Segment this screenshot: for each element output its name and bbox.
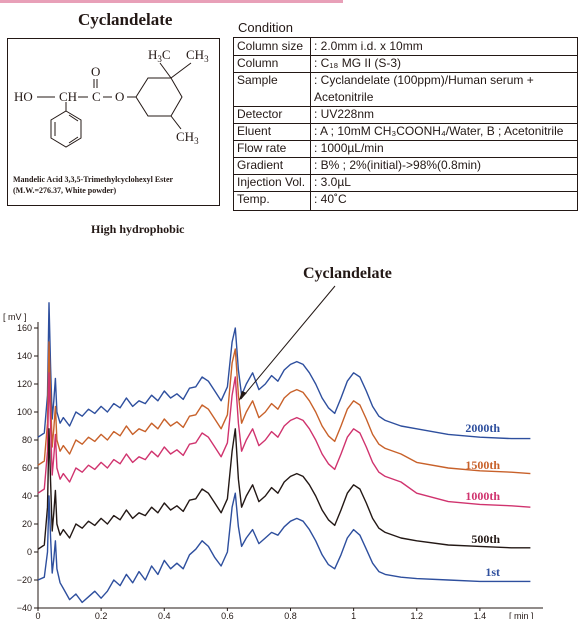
series-line-500th: [37, 428, 531, 550]
series-label: 1st: [485, 565, 500, 579]
condition-label: Detector: [237, 107, 283, 121]
row-divider: [234, 72, 577, 73]
condition-value: : C₁₈ MG II (S-3): [314, 56, 402, 70]
atom-o-double: O: [91, 64, 100, 79]
y-tick-label: −40: [17, 603, 32, 613]
compound-name: Mandelic Acid 3,3,5-Trimethylcyclohexyl …: [13, 175, 173, 184]
condition-title: Condition: [238, 20, 293, 35]
atom-h3c: H3C: [148, 47, 171, 64]
x-axis-label: [ min ]: [509, 611, 534, 619]
y-axis-label: [ mV ]: [3, 312, 27, 322]
y-tick-label: 100: [17, 407, 32, 417]
condition-label: Flow rate: [237, 141, 287, 155]
atom-ch: CH: [59, 89, 77, 104]
x-tick-label: 0.2: [95, 611, 108, 619]
y-tick-label: 0: [27, 547, 32, 557]
series-line-1000th: [37, 372, 531, 508]
series-line-2000th: [37, 302, 531, 440]
condition-label: Column: [237, 56, 279, 70]
condition-label: Column size: [237, 39, 304, 53]
condition-column-divider: [310, 38, 311, 210]
condition-row: Temp. : 40˚C: [234, 191, 577, 208]
chemical-structure-diagram: HO CH C O O H3C CH3 CH3: [13, 47, 209, 195]
condition-row: Eluent : A ; 10mM CH₃COONH₄/Water, B ; A…: [234, 123, 577, 140]
condition-row: Gradient : B% ; 2%(initial)->98%(0.8min): [234, 157, 577, 174]
condition-value: : 1000µL/min: [314, 141, 384, 155]
row-divider: [234, 55, 577, 56]
y-tick-label: 140: [17, 351, 32, 361]
row-divider: [234, 174, 577, 175]
x-tick-label: 1: [351, 611, 356, 619]
condition-row: Acetonitrile: [234, 89, 577, 106]
y-tick-label: 60: [22, 463, 32, 473]
annotation-label: Cyclandelate: [303, 265, 392, 282]
x-tick-label: 0.6: [221, 611, 234, 619]
condition-row: Flow rate : 1000µL/min: [234, 140, 577, 157]
atom-ho: HO: [14, 89, 33, 104]
series-label: 1500th: [465, 458, 500, 472]
condition-value: Acetonitrile: [314, 90, 374, 104]
series-label: 500th: [471, 532, 500, 546]
chart-series: [37, 302, 531, 604]
condition-value: : 2.0mm i.d. x 10mm: [314, 39, 423, 53]
condition-row: Detector : UV228nm: [234, 106, 577, 123]
row-divider: [234, 106, 577, 107]
y-tick-label: 40: [22, 491, 32, 501]
condition-label: Sample: [237, 73, 278, 87]
y-tick-label: 20: [22, 519, 32, 529]
condition-label: Injection Vol.: [237, 175, 306, 189]
header-accent-line: [0, 0, 343, 3]
series-label: 2000th: [465, 421, 500, 435]
y-tick-label: 160: [17, 323, 32, 333]
row-divider: [234, 123, 577, 124]
y-tick-label: 80: [22, 435, 32, 445]
x-tick-label: 1.2: [410, 611, 423, 619]
y-tick-label: 120: [17, 379, 32, 389]
condition-label: Gradient: [237, 158, 284, 172]
condition-value: : Cyclandelate (100ppm)/Human serum +: [314, 73, 534, 87]
condition-value: : 40˚C: [314, 192, 347, 206]
annotation-arrowhead: [238, 391, 247, 401]
condition-label: Eluent: [237, 124, 272, 138]
series-line-1500th: [37, 341, 531, 475]
condition-value: : A ; 10mM CH₃COONH₄/Water, B ; Acetonit…: [314, 124, 564, 138]
annotation-arrow: [240, 285, 336, 400]
condition-value: : 3.0µL: [314, 175, 351, 189]
condition-row: Column : C₁₈ MG II (S-3): [234, 55, 577, 72]
row-divider: [234, 157, 577, 158]
chart-caption: High hydrophobic: [91, 222, 185, 236]
row-divider: [234, 191, 577, 192]
row-divider: [234, 140, 577, 141]
atom-ch3-bottom: CH3: [176, 129, 199, 146]
x-tick-label: 0.4: [158, 611, 171, 619]
condition-value: : B% ; 2%(initial)->98%(0.8min): [314, 158, 482, 172]
y-tick-label: −20: [17, 575, 32, 585]
atom-c: C: [92, 89, 101, 104]
chart-labels: 2000th 1500th 1000th 500th 1st Cyclandelate: [238, 265, 500, 579]
series-line-1st: [37, 492, 531, 604]
chart-axes: −40 −20 0 20 40 60 80 100 120 140 160 0 0.2 0.4 0.6 0.8…: [3, 312, 543, 619]
series-label: 1000th: [465, 489, 500, 503]
chromatogram-chart: −40 −20 0 20 40 60 80 100 120 140 160 0 0.2 0.4 0.6 0.8…: [3, 265, 543, 619]
condition-label: Temp.: [237, 192, 270, 206]
atom-ch3-top: CH3: [186, 47, 209, 64]
structure-title: Cyclandelate: [78, 10, 173, 29]
atom-o-ester: O: [115, 89, 124, 104]
condition-table: Column size : 2.0mm i.d. x 10mm Column :…: [233, 37, 578, 211]
structure-panel: HO CH C O O H3C CH3 CH3: [7, 38, 220, 206]
x-tick-label: 0: [35, 611, 40, 619]
x-tick-label: 1.4: [474, 611, 487, 619]
condition-row: Column size : 2.0mm i.d. x 10mm: [234, 38, 577, 55]
condition-row: Injection Vol. : 3.0µL: [234, 174, 577, 191]
condition-value: : UV228nm: [314, 107, 375, 121]
compound-properties: (M.W.=276.37, White powder): [13, 186, 117, 195]
x-tick-label: 0.8: [284, 611, 297, 619]
condition-row: Sample : Cyclandelate (100ppm)/Human ser…: [234, 72, 577, 89]
